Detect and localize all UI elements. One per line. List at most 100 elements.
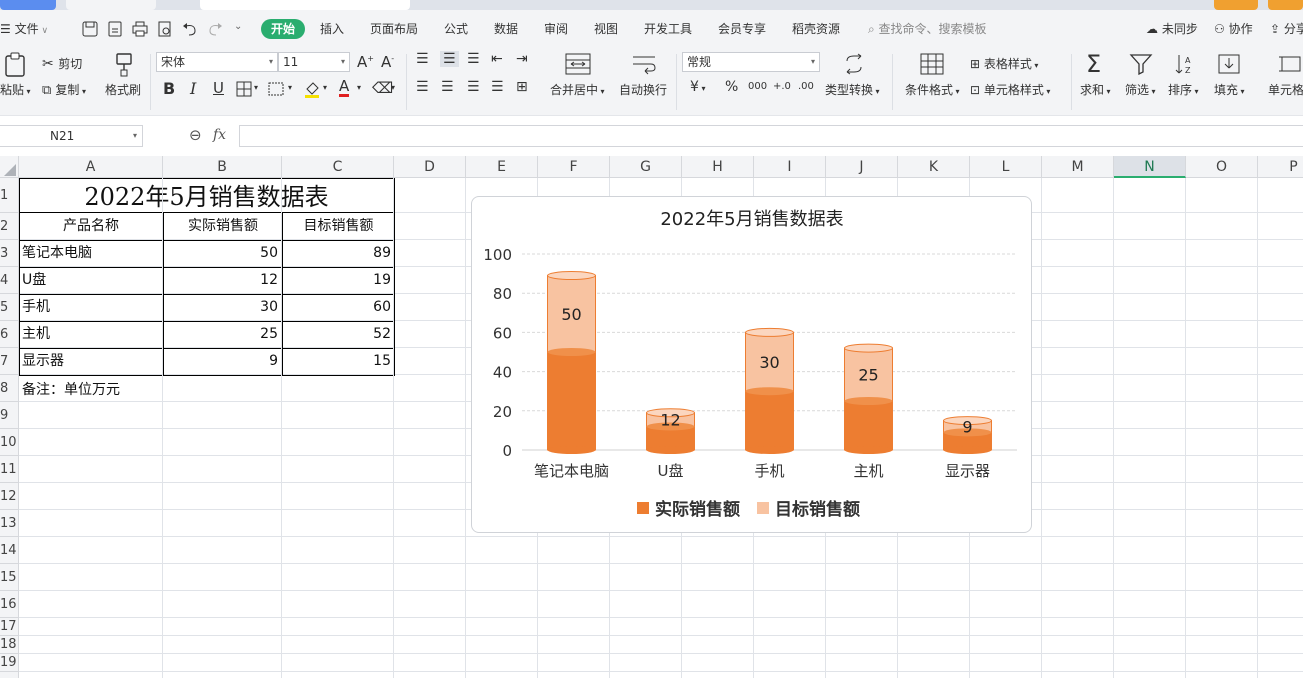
distributed-icon[interactable]: ⊞ — [516, 79, 528, 95]
cell-style-button[interactable]: ⊡ 单元格样式 ▾ — [970, 81, 1050, 98]
command-search[interactable]: ⌕ 查找命令、搜索模板 — [868, 19, 987, 39]
sum-button[interactable]: 求和 ▾ — [1080, 81, 1111, 98]
percent-button[interactable]: % — [725, 79, 739, 95]
column-header-m[interactable]: M — [1042, 156, 1114, 178]
share-button[interactable]: ⇪ 分享 — [1270, 19, 1303, 39]
column-header-o[interactable]: O — [1186, 156, 1258, 178]
chevron-down-icon[interactable]: ▾ — [357, 83, 362, 92]
product-name-cell[interactable]: U盘 — [22, 272, 47, 288]
undo-icon[interactable] — [181, 20, 199, 38]
fx-icon[interactable]: fx — [213, 127, 227, 143]
column-header-a[interactable]: A — [19, 156, 163, 178]
row-header-8[interactable]: 8 — [0, 375, 19, 402]
fill-icon[interactable] — [1217, 53, 1241, 75]
fill-color-icon[interactable] — [303, 79, 321, 99]
bold-button[interactable]: B — [163, 79, 176, 98]
column-header-l[interactable]: L — [970, 156, 1042, 178]
font-color-icon[interactable]: A — [339, 77, 350, 97]
decrease-indent-icon[interactable]: ⇤ — [491, 51, 503, 67]
menu-formula[interactable]: 公式 — [444, 22, 469, 36]
column-header-h[interactable]: H — [682, 156, 754, 178]
chevron-down-icon[interactable]: ▾ — [288, 83, 293, 92]
cell-icon[interactable] — [1278, 53, 1302, 75]
menu-data[interactable]: 数据 — [494, 22, 519, 36]
row-header-10[interactable]: 10 — [0, 429, 19, 456]
align-right-icon[interactable]: ☰ — [467, 79, 480, 95]
cell-button[interactable]: 单元格 — [1268, 83, 1303, 97]
row-header-1[interactable]: 1 — [0, 178, 19, 213]
row-header-4[interactable]: 4 — [0, 267, 19, 294]
column-header-f[interactable]: F — [538, 156, 610, 178]
row-header-18[interactable]: 18 — [0, 636, 19, 654]
column-header-c[interactable]: C — [282, 156, 394, 178]
border-icon[interactable] — [236, 81, 252, 97]
sum-icon[interactable]: Σ — [1086, 50, 1102, 78]
column-header-e[interactable]: E — [466, 156, 538, 178]
print-icon[interactable] — [131, 20, 149, 38]
format-painter-button[interactable]: 格式刷 — [105, 83, 142, 97]
column-header-k[interactable]: K — [898, 156, 970, 178]
actual-sales-cell[interactable]: 30 — [260, 299, 278, 315]
menu-page-layout[interactable]: 页面布局 — [370, 22, 419, 36]
row-header-15[interactable]: 15 — [0, 564, 19, 591]
name-box[interactable]: N21 ▾ — [0, 125, 143, 147]
eraser-icon[interactable]: ⌫ — [372, 79, 394, 97]
product-name-cell[interactable]: 手机 — [22, 299, 50, 315]
header-actual-sales[interactable]: 实际销售额 — [188, 218, 258, 234]
login-button[interactable] — [1214, 0, 1258, 10]
column-header-b[interactable]: B — [163, 156, 282, 178]
menu-dev-tools[interactable]: 开发工具 — [644, 22, 693, 36]
table-style-button[interactable]: ⊞ 表格样式 ▾ — [970, 55, 1038, 72]
header-target-sales[interactable]: 目标销售额 — [303, 218, 374, 234]
type-convert-icon[interactable] — [843, 53, 865, 75]
note-cell[interactable]: 备注：单位万元 — [22, 382, 120, 398]
conditional-format-button[interactable]: 条件格式 ▾ — [905, 81, 960, 98]
fill-button[interactable]: 填充 ▾ — [1214, 81, 1245, 98]
row-header-17[interactable]: 17 — [0, 618, 19, 636]
qat-more-icon[interactable]: ⌄ — [234, 21, 243, 32]
merge-center-button[interactable]: 合并居中 ▾ — [550, 81, 605, 98]
row-header-14[interactable]: 14 — [0, 537, 19, 564]
italic-button[interactable]: I — [190, 79, 197, 98]
menu-view[interactable]: 视图 — [594, 22, 619, 36]
select-all-corner[interactable] — [0, 156, 19, 178]
menu-insert[interactable]: 插入 — [320, 22, 345, 36]
actual-sales-cell[interactable]: 25 — [260, 326, 278, 342]
tab-workbook[interactable] — [200, 0, 410, 10]
filter-button[interactable]: 筛选 ▾ — [1125, 81, 1156, 98]
paste-button[interactable]: 粘贴 ▾ — [0, 81, 31, 98]
row-header-11[interactable]: 11 — [0, 456, 19, 483]
menu-member[interactable]: 会员专享 — [718, 22, 767, 36]
font-name-select[interactable]: 宋体 ▾ — [156, 52, 278, 72]
product-name-cell[interactable]: 显示器 — [22, 353, 64, 369]
decrease-font-icon[interactable]: A- — [381, 53, 395, 71]
row-header-3[interactable]: 3 — [0, 240, 19, 267]
row-header-5[interactable]: 5 — [0, 294, 19, 321]
menu-file[interactable]: ☰ 文件 ∨ — [0, 19, 48, 39]
align-bottom-icon[interactable]: ☰ — [467, 51, 480, 67]
row-header-19[interactable]: 19 — [0, 654, 19, 672]
thousands-button[interactable]: 000 — [748, 81, 768, 92]
formula-input[interactable] — [239, 125, 1303, 147]
print-preview-icon[interactable] — [156, 20, 174, 38]
paste-icon[interactable] — [3, 52, 27, 78]
redo-icon[interactable] — [206, 20, 224, 38]
tab-home[interactable] — [0, 0, 56, 10]
currency-button[interactable]: ¥ ▾ — [690, 79, 705, 95]
target-sales-cell[interactable]: 89 — [373, 245, 391, 261]
wrap-text-icon[interactable] — [631, 53, 657, 75]
align-center-icon[interactable]: ☰ — [441, 79, 454, 95]
row-header-6[interactable]: 6 — [0, 321, 19, 348]
chevron-down-icon[interactable]: ▾ — [323, 83, 328, 92]
product-name-cell[interactable]: 主机 — [22, 326, 50, 342]
column-header-g[interactable]: G — [610, 156, 682, 178]
target-sales-cell[interactable]: 60 — [373, 299, 391, 315]
header-product-name[interactable]: 产品名称 — [63, 218, 119, 234]
product-name-cell[interactable]: 笔记本电脑 — [22, 245, 92, 261]
sort-button[interactable]: 排序 ▾ — [1168, 81, 1199, 98]
row-header-16[interactable]: 16 — [0, 591, 19, 618]
menu-start[interactable]: 开始 — [261, 19, 306, 39]
row-header-13[interactable]: 13 — [0, 510, 19, 537]
tab-doc[interactable] — [66, 0, 156, 10]
column-header-d[interactable]: D — [394, 156, 466, 178]
